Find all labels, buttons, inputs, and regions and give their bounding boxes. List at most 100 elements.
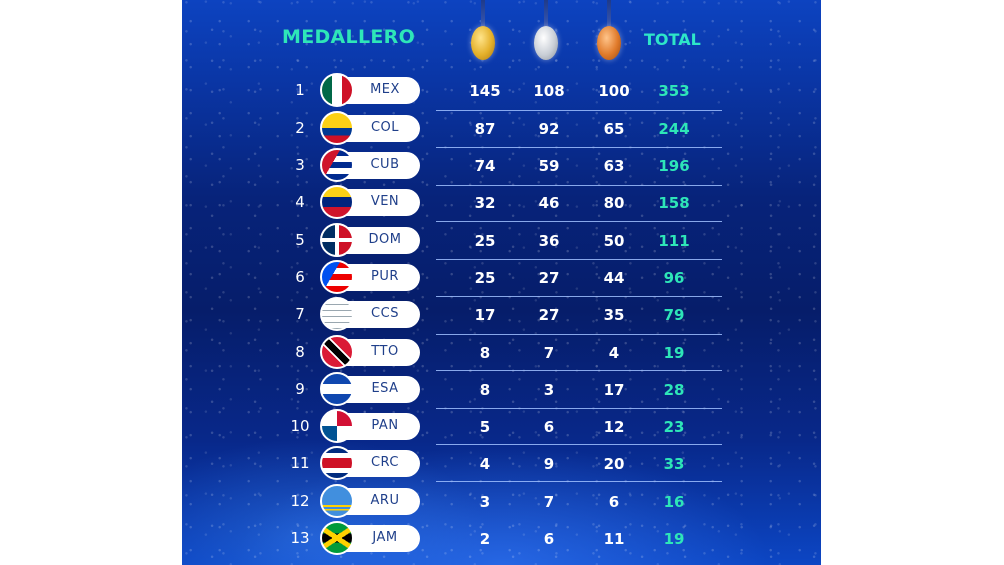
rank: 13 <box>290 529 310 547</box>
total-count: 19 <box>663 344 685 362</box>
total-count: 19 <box>663 530 685 548</box>
table-row: 10 PAN 5 6 12 23 <box>182 409 821 446</box>
rank: 7 <box>295 305 305 323</box>
rank: 12 <box>290 492 310 510</box>
total-count: 33 <box>663 455 685 473</box>
silver-count: 7 <box>543 493 555 511</box>
rank: 5 <box>295 231 305 249</box>
bronze-count: 35 <box>603 306 625 324</box>
table-row: 3 CUB 74 59 63 196 <box>182 148 821 185</box>
silver-count: 59 <box>538 157 560 175</box>
country-code: PUR <box>371 269 399 284</box>
row-divider <box>436 334 722 335</box>
table-row: 11 CRC 4 9 20 33 <box>182 446 821 483</box>
row-divider <box>436 110 722 111</box>
bronze-count: 20 <box>603 455 625 473</box>
silver-count: 6 <box>543 418 555 436</box>
gold-count: 25 <box>474 269 496 287</box>
table-row: 1 MEX 145 108 100 353 <box>182 73 821 110</box>
gold-count: 25 <box>474 232 496 250</box>
gold-count: 8 <box>479 381 491 399</box>
total-count: 244 <box>658 120 690 138</box>
country-code: ESA <box>371 381 399 396</box>
bronze-count: 17 <box>603 381 625 399</box>
table-row: 7 CCS 17 27 35 79 <box>182 297 821 334</box>
gold-count: 32 <box>474 194 496 212</box>
bronze-medal-icon <box>597 0 621 64</box>
row-divider <box>436 185 722 186</box>
silver-count: 27 <box>538 306 560 324</box>
table-row: 13 JAM 2 6 11 19 <box>182 521 821 558</box>
gold-count: 8 <box>479 344 491 362</box>
country-code: COL <box>370 120 400 135</box>
country-code: CRC <box>370 455 400 470</box>
country-code: ARU <box>370 493 400 508</box>
silver-count: 108 <box>533 82 565 100</box>
mexico-flag-icon <box>320 73 354 107</box>
bronze-count: 44 <box>603 269 625 287</box>
gold-count: 74 <box>474 157 496 175</box>
total-count: 353 <box>658 82 690 100</box>
table-row: 4 VEN 32 46 80 158 <box>182 185 821 222</box>
bronze-count: 6 <box>608 493 620 511</box>
table-row: 9 ESA 8 3 17 28 <box>182 372 821 409</box>
country-code: CCS <box>371 306 399 321</box>
rank: 8 <box>295 343 305 361</box>
ccs-logo-icon <box>320 297 354 331</box>
total-count: 28 <box>663 381 685 399</box>
row-divider <box>436 221 722 222</box>
venezuela-flag-icon <box>320 185 354 219</box>
gold-count: 4 <box>479 455 491 473</box>
silver-count: 3 <box>543 381 555 399</box>
costa-rica-flag-icon <box>320 446 354 480</box>
bronze-count: 65 <box>603 120 625 138</box>
page-title: MEDALLERO <box>282 26 416 48</box>
bronze-count: 63 <box>603 157 625 175</box>
el-salvador-flag-icon <box>320 372 354 406</box>
country-code: MEX <box>370 82 400 97</box>
gold-count: 87 <box>474 120 496 138</box>
country-code: CUB <box>370 157 400 172</box>
total-count: 23 <box>663 418 685 436</box>
gold-count: 17 <box>474 306 496 324</box>
silver-count: 36 <box>538 232 560 250</box>
country-code: PAN <box>371 418 399 433</box>
trinidad-tobago-flag-icon <box>320 335 354 369</box>
gold-count: 5 <box>479 418 491 436</box>
total-count: 111 <box>658 232 690 250</box>
bronze-count: 4 <box>608 344 620 362</box>
rank: 3 <box>295 156 305 174</box>
total-count: 79 <box>663 306 685 324</box>
row-divider <box>436 408 722 409</box>
background-texture <box>182 0 821 565</box>
row-divider <box>436 444 722 445</box>
jamaica-flag-icon <box>320 521 354 555</box>
table-row: 6 PUR 25 27 44 96 <box>182 260 821 297</box>
table-row: 5 DOM 25 36 50 111 <box>182 223 821 260</box>
silver-count: 9 <box>543 455 555 473</box>
rank: 4 <box>295 193 305 211</box>
bronze-count: 80 <box>603 194 625 212</box>
row-divider <box>436 259 722 260</box>
gold-count: 2 <box>479 530 491 548</box>
country-code: DOM <box>368 232 402 247</box>
row-divider <box>436 370 722 371</box>
country-code: VEN <box>370 194 400 209</box>
silver-count: 6 <box>543 530 555 548</box>
total-count: 96 <box>663 269 685 287</box>
silver-count: 7 <box>543 344 555 362</box>
dominican-republic-flag-icon <box>320 223 354 257</box>
rank: 6 <box>295 268 305 286</box>
row-divider <box>436 481 722 482</box>
table-row: 12 ARU 3 7 6 16 <box>182 484 821 521</box>
bronze-count: 50 <box>603 232 625 250</box>
silver-count: 27 <box>538 269 560 287</box>
rank: 10 <box>290 417 310 435</box>
gold-count: 3 <box>479 493 491 511</box>
bronze-count: 11 <box>603 530 625 548</box>
cuba-flag-icon <box>320 148 354 182</box>
table-row: 2 COL 87 92 65 244 <box>182 111 821 148</box>
rank: 9 <box>295 380 305 398</box>
silver-count: 92 <box>538 120 560 138</box>
row-divider <box>436 296 722 297</box>
